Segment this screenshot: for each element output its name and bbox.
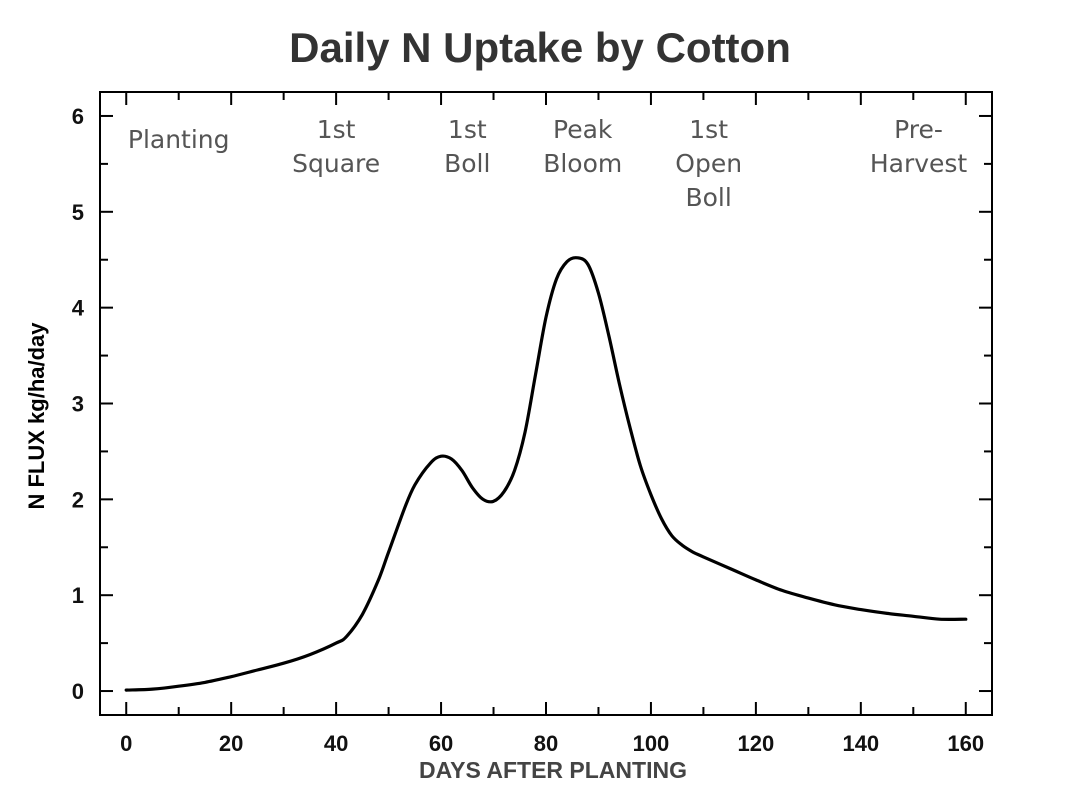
x-tick-label: 80 bbox=[534, 731, 558, 756]
stage-annotation-line: Harvest bbox=[870, 149, 968, 178]
y-axis-label: N FLUX kg/ha/day bbox=[24, 322, 49, 510]
y-tick-label: 5 bbox=[72, 200, 84, 225]
y-tick-label: 3 bbox=[72, 392, 84, 417]
x-tick-label: 140 bbox=[842, 731, 879, 756]
x-tick-label: 40 bbox=[324, 731, 348, 756]
stage-annotation-line: 1st bbox=[689, 115, 728, 144]
stage-annotation: Peak Bloom bbox=[543, 115, 622, 178]
stage-annotations: Planting 1st Square 1st Boll Peak Bloom 1st Open… bbox=[128, 115, 968, 212]
y-tick-label: 4 bbox=[72, 296, 85, 321]
stage-annotation: Planting bbox=[128, 125, 230, 154]
x-tick-label: 0 bbox=[120, 731, 132, 756]
stage-annotation-line: Pre- bbox=[894, 115, 943, 144]
stage-annotation-line: Planting bbox=[128, 125, 230, 154]
stage-annotation-line: Peak bbox=[553, 115, 613, 144]
x-axis: 0 20 40 60 80 100 120 140 160 bbox=[120, 92, 984, 756]
series-line bbox=[124, 256, 968, 692]
stage-annotation-line: Bloom bbox=[543, 149, 622, 178]
stage-annotation-line: Boll bbox=[685, 183, 731, 212]
stage-annotation-line: Boll bbox=[444, 149, 490, 178]
x-tick-label: 160 bbox=[947, 731, 984, 756]
stage-annotation-line: Open bbox=[675, 149, 742, 178]
chart-title: Daily N Uptake by Cotton bbox=[289, 24, 791, 71]
stage-annotation-line: 1st bbox=[448, 115, 487, 144]
stage-annotation: 1st Boll bbox=[444, 115, 490, 178]
stage-annotation: Pre- Harvest bbox=[870, 115, 968, 178]
x-axis-label: DAYS AFTER PLANTING bbox=[419, 757, 687, 783]
stage-annotation-line: 1st bbox=[317, 115, 356, 144]
y-tick-label: 0 bbox=[72, 679, 84, 704]
x-tick-label: 120 bbox=[738, 731, 775, 756]
y-axis: 0 1 2 3 4 5 6 bbox=[72, 104, 992, 704]
plot-frame bbox=[99, 91, 993, 716]
y-tick-label: 2 bbox=[72, 487, 84, 512]
stage-annotation: 1st Open Boll bbox=[675, 115, 742, 212]
stage-annotation: 1st Square bbox=[292, 115, 380, 178]
y-tick-label: 1 bbox=[72, 583, 84, 608]
stage-annotation-line: Square bbox=[292, 149, 380, 178]
x-tick-label: 60 bbox=[429, 731, 453, 756]
y-tick-label: 6 bbox=[72, 104, 84, 129]
x-tick-label: 100 bbox=[633, 731, 670, 756]
x-tick-label: 20 bbox=[219, 731, 243, 756]
